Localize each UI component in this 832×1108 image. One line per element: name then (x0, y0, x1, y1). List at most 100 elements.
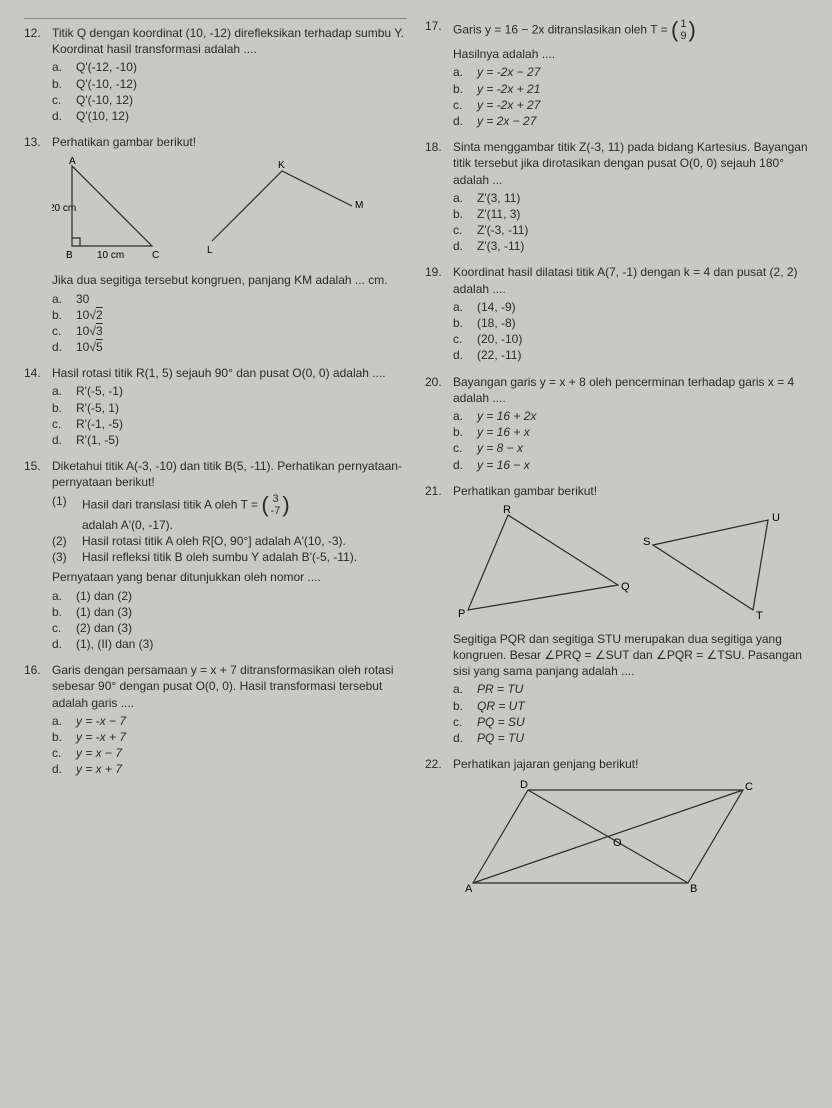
q14-opt-d: R'(1, -5) (76, 432, 407, 448)
lbl-B: B (66, 250, 73, 261)
opt-label: a. (52, 59, 70, 75)
question-20: 20. Bayangan garis y = x + 8 oleh pencer… (425, 374, 808, 473)
lbl-R: R (503, 505, 511, 516)
q15-opt-a: (1) dan (2) (76, 588, 407, 604)
q15-sub3: Hasil refleksi titik B oleh sumbu Y adal… (82, 549, 357, 565)
lbl-O: O (613, 837, 622, 849)
opt-label: d. (52, 432, 70, 448)
left-column: 12. Titik Q dengan koordinat (10, -12) d… (24, 18, 407, 903)
q18-text: Sinta menggambar titik Z(-3, 11) pada bi… (453, 139, 808, 188)
q13-number: 13. (24, 134, 46, 150)
opt-label: c. (52, 323, 70, 339)
q15-text2: Pernyataan yang benar ditunjukkan oleh n… (52, 569, 407, 585)
opt-label: d. (52, 636, 70, 652)
q16-opt-a: y = -x − 7 (76, 713, 407, 729)
q15-sub1: Hasil dari translasi titik A oleh T = (3… (82, 493, 290, 533)
q13-figure: A B C K L M 20 cm 10 cm (52, 156, 407, 266)
q16-number: 16. (24, 662, 46, 711)
q12-opt-a: Q'(-12, -10) (76, 59, 407, 75)
q15-opt-c: (2) dan (3) (76, 620, 407, 636)
q20-opt-c: y = 8 − x (477, 440, 808, 456)
q13-opt-a: 30 (76, 291, 407, 307)
q20-opt-b: y = 16 + x (477, 424, 808, 440)
opt-label: b. (52, 307, 70, 323)
question-13: 13. Perhatikan gambar berikut! A B C K L… (24, 134, 407, 355)
question-16: 16. Garis dengan persamaan y = x + 7 dit… (24, 662, 407, 777)
lbl-A: A (69, 156, 76, 167)
opt-label: a. (453, 299, 471, 315)
q20-text: Bayangan garis y = x + 8 oleh pencermina… (453, 374, 808, 406)
lbl-T: T (756, 610, 763, 622)
q22-figure: A B C D O (453, 778, 808, 893)
question-17: 17. Garis y = 16 − 2x ditranslasikan ole… (425, 18, 808, 129)
opt-label: d. (52, 108, 70, 124)
q19-opt-d: (22, -11) (477, 347, 808, 363)
q19-number: 19. (425, 264, 447, 296)
question-22: 22. Perhatikan jajaran genjang berikut! … (425, 756, 808, 893)
q21-opt-a: PR = TU (477, 681, 808, 697)
opt-label: c. (453, 440, 471, 456)
right-column: 17. Garis y = 16 − 2x ditranslasikan ole… (425, 18, 808, 903)
q12-number: 12. (24, 25, 46, 57)
q21-text2: Segitiga PQR dan segitiga STU merupakan … (453, 631, 808, 680)
q16-opt-c: y = x − 7 (76, 745, 407, 761)
sub-label: (3) (52, 549, 76, 565)
q21-opt-d: PQ = TU (477, 730, 808, 746)
opt-label: c. (453, 714, 471, 730)
q17-opt-d: y = 2x − 27 (477, 113, 808, 129)
lbl-10cm: 10 cm (97, 250, 124, 261)
q19-text: Koordinat hasil dilatasi titik A(7, -1) … (453, 264, 808, 296)
q14-opt-c: R'(-1, -5) (76, 416, 407, 432)
opt-label: a. (453, 190, 471, 206)
lbl-B: B (690, 883, 697, 893)
opt-label: c. (453, 331, 471, 347)
q17-text: Garis y = 16 − 2x ditranslasikan oleh T … (453, 18, 808, 62)
opt-label: b. (453, 206, 471, 222)
lbl-C: C (152, 250, 159, 261)
q12-text: Titik Q dengan koordinat (10, -12) diref… (52, 25, 407, 57)
question-18: 18. Sinta menggambar titik Z(-3, 11) pad… (425, 139, 808, 254)
opt-label: a. (52, 383, 70, 399)
q21-text: Perhatikan gambar berikut! (453, 483, 808, 499)
opt-label: d. (453, 730, 471, 746)
q21-opt-c: PQ = SU (477, 714, 808, 730)
q20-number: 20. (425, 374, 447, 406)
opt-label: c. (52, 620, 70, 636)
opt-label: d. (453, 238, 471, 254)
q20-opt-d: y = 16 − x (477, 457, 808, 473)
q15-opt-b: (1) dan (3) (76, 604, 407, 620)
opt-label: d. (453, 347, 471, 363)
q12-opt-b: Q'(-10, -12) (76, 76, 407, 92)
lbl-U: U (772, 512, 780, 524)
q14-number: 14. (24, 365, 46, 381)
sub-label: (2) (52, 533, 76, 549)
opt-label: a. (453, 408, 471, 424)
opt-label: d. (453, 457, 471, 473)
lbl-C: C (745, 781, 753, 793)
question-19: 19. Koordinat hasil dilatasi titik A(7, … (425, 264, 808, 363)
q14-opt-a: R'(-5, -1) (76, 383, 407, 399)
lbl-K: K (278, 160, 285, 171)
opt-label: b. (52, 400, 70, 416)
question-15: 15. Diketahui titik A(-3, -10) dan titik… (24, 458, 407, 652)
opt-label: d. (52, 761, 70, 777)
opt-label: c. (52, 92, 70, 108)
opt-label: a. (453, 64, 471, 80)
opt-label: c. (52, 416, 70, 432)
q19-opt-a: (14, -9) (477, 299, 808, 315)
opt-label: c. (453, 222, 471, 238)
q16-opt-b: y = -x + 7 (76, 729, 407, 745)
q15-text: Diketahui titik A(-3, -10) dan titik B(5… (52, 458, 407, 490)
q21-opt-b: QR = UT (477, 698, 808, 714)
opt-label: d. (453, 113, 471, 129)
q15-opt-d: (1), (II) dan (3) (76, 636, 407, 652)
opt-label: c. (52, 745, 70, 761)
opt-label: c. (453, 97, 471, 113)
q17-opt-c: y = -2x + 27 (477, 97, 808, 113)
q17-opt-a: y = -2x − 27 (477, 64, 808, 80)
opt-label: b. (52, 76, 70, 92)
q14-opt-b: R'(-5, 1) (76, 400, 407, 416)
q15-number: 15. (24, 458, 46, 490)
q18-opt-d: Z'(3, -11) (477, 238, 808, 254)
lbl-D: D (520, 779, 528, 791)
